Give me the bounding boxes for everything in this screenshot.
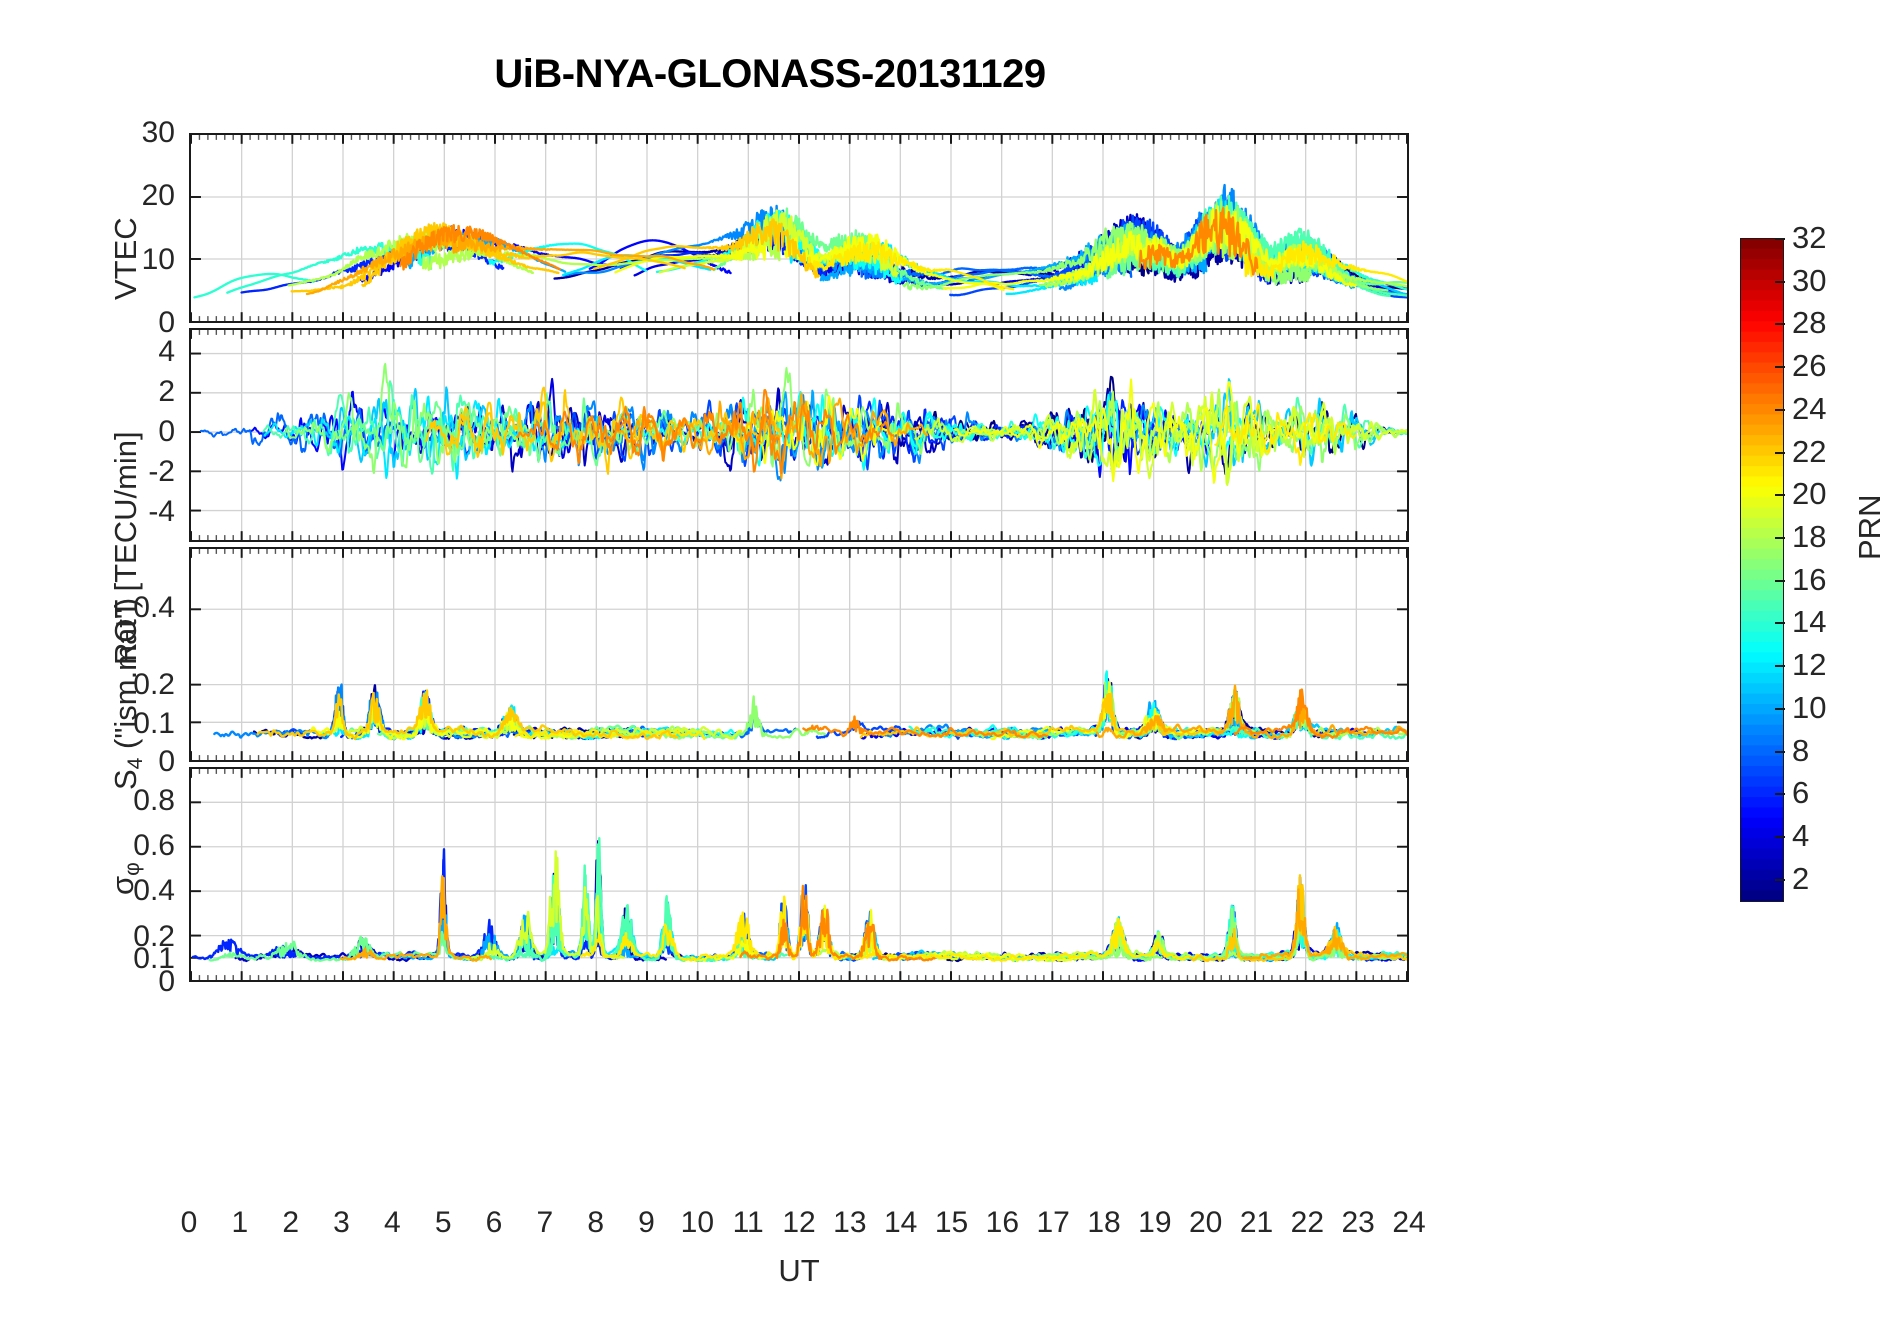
colorbar-tickmark-28 [1775,323,1785,326]
colorbar-tickmark-20 [1775,494,1785,497]
panel-vtec [189,133,1409,323]
colorbar-tick-16: 16 [1792,561,1827,597]
vtec-plot-area [191,135,1407,321]
ytick-sigma-phi-1: 0.1 [133,942,175,976]
colorbar-tick-4: 4 [1792,817,1810,853]
xtick-13: 13 [833,1206,867,1239]
ytick-vtec-3: 30 [141,116,175,149]
xtick-1: 1 [231,1206,249,1239]
xtick-21: 21 [1239,1206,1274,1239]
ytick-s4-2: 0.2 [133,668,175,702]
xtick-24: 24 [1392,1206,1426,1239]
sigma-phi-plot-area [191,769,1407,980]
xtick-23: 23 [1341,1206,1375,1239]
ytick-sigma-phi-5: 0.8 [133,783,175,817]
xtick-18: 18 [1087,1206,1121,1239]
colorbar-tickmark-10 [1775,707,1785,710]
xtick-7: 7 [536,1206,554,1239]
xtick-17: 17 [1036,1206,1070,1239]
xtick-20: 20 [1188,1206,1223,1239]
xtick-16: 16 [985,1206,1020,1239]
xtick-5: 5 [434,1206,452,1239]
figure-title: UiB-NYA-GLONASS-20131129 [494,52,1046,96]
xtick-12: 12 [782,1206,816,1239]
colorbar-tickmark-16 [1775,579,1785,582]
colorbar-tickmark-14 [1775,622,1785,625]
colorbar-tickmark-32 [1775,238,1785,240]
colorbar-tick-14: 14 [1792,604,1827,640]
colorbar-tick-18: 18 [1792,518,1827,554]
colorbar-tick-26: 26 [1792,348,1827,384]
ytick-vtec-0: 0 [158,306,175,339]
colorbar-tickmark-24 [1775,408,1785,411]
xtick-14: 14 [883,1206,918,1239]
xtick-2: 2 [282,1206,299,1239]
xtick-4: 4 [383,1206,401,1239]
colorbar-label: PRN [1852,494,1887,560]
colorbar-tick-22: 22 [1792,433,1827,469]
colorbar-tickmark-18 [1775,536,1785,539]
colorbar-tick-8: 8 [1792,732,1810,768]
colorbar-tickmark-26 [1775,366,1785,369]
colorbar-tickmark-8 [1775,750,1785,753]
xtick-19: 19 [1138,1206,1172,1239]
colorbar-tickmark-12 [1775,665,1785,668]
xtick-15: 15 [934,1206,969,1239]
ytick-sigma-phi-2: 0.2 [133,919,175,953]
ytick-sigma-phi-0: 0 [158,965,175,998]
xtick-22: 22 [1290,1206,1325,1239]
colorbar-tick-12: 12 [1792,647,1827,683]
xtick-3: 3 [333,1206,350,1239]
colorbar[interactable] [1740,238,1784,902]
colorbar-tickmark-6 [1775,793,1785,796]
panel-s4 [189,547,1409,762]
ytick-s4-3: 0.4 [133,591,175,625]
xtick-0: 0 [180,1206,198,1239]
panel-sigma-phi [189,767,1409,982]
colorbar-tickmark-4 [1775,835,1785,838]
colorbar-tick-2: 2 [1792,860,1810,896]
ytick-sigma-phi-4: 0.6 [133,829,175,863]
ytick-rot-0: -4 [148,495,175,528]
colorbar-tick-28: 28 [1792,305,1827,341]
s4-plot-area [191,549,1407,760]
ytick-sigma-phi-3: 0.4 [133,874,175,908]
xtick-9: 9 [638,1206,655,1239]
ytick-s4-0: 0 [158,745,175,778]
colorbar-tick-32: 32 [1792,220,1827,255]
colorbar-gradient [1741,239,1783,901]
panel-rot [189,328,1409,542]
rot-plot-area [191,330,1407,540]
xtick-10: 10 [680,1206,715,1239]
ytick-rot-1: -2 [148,455,175,488]
colorbar-tick-24: 24 [1792,390,1827,426]
ytick-s4-1: 0.1 [133,706,175,740]
colorbar-tickmark-2 [1775,878,1785,881]
xtick-11: 11 [732,1206,764,1239]
ytick-rot-3: 2 [158,375,175,408]
colorbar-tick-20: 20 [1792,476,1827,512]
colorbar-tick-6: 6 [1792,775,1810,811]
xtick-8: 8 [587,1206,604,1239]
colorbar-tickmark-22 [1775,451,1785,454]
xtick-6: 6 [485,1206,503,1239]
ytick-rot-2: 0 [158,415,175,448]
ytick-rot-4: 4 [158,335,175,368]
ytick-vtec-2: 20 [141,179,175,213]
colorbar-tick-30: 30 [1792,262,1827,298]
colorbar-tickmark-30 [1775,280,1785,283]
x-axis-label: UT [778,1253,820,1288]
colorbar-tick-10: 10 [1792,689,1827,725]
ytick-vtec-1: 10 [141,242,175,276]
